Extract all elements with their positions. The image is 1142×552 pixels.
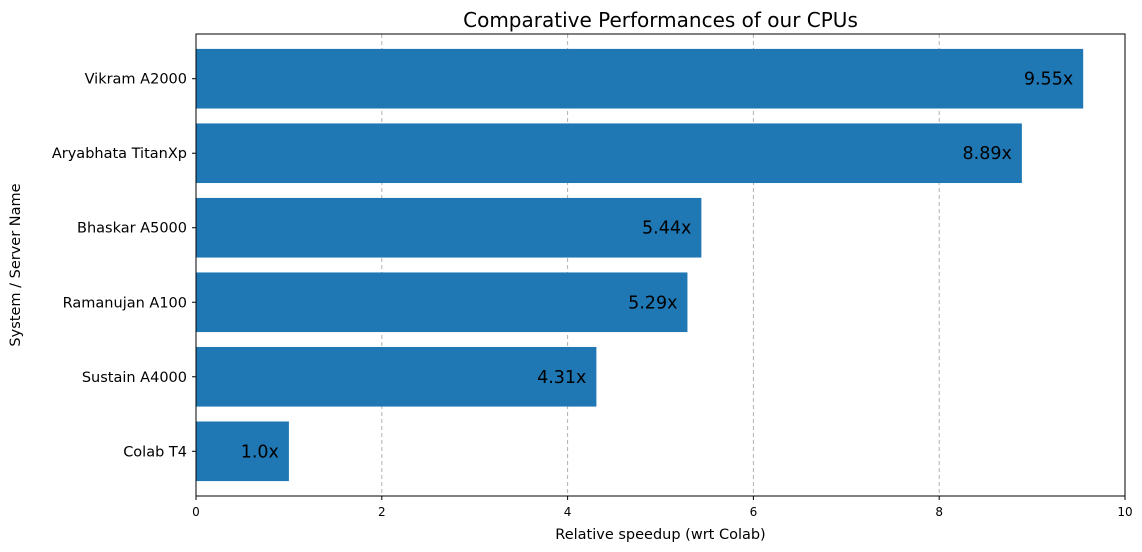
x-tick-label: 6 [750, 505, 758, 519]
y-axis-label: System / Server Name [8, 183, 24, 346]
x-axis-label: Relative speedup (wrt Colab) [555, 527, 765, 543]
data-label: 5.44x [642, 219, 691, 239]
data-label: 9.55x [1024, 70, 1073, 90]
y-tick-label: Aryabhata TitanXp [52, 146, 187, 162]
x-tick-label: 0 [192, 505, 200, 519]
y-tick-label: Sustain A4000 [82, 370, 187, 386]
data-label: 5.29x [628, 293, 677, 313]
data-label: 8.89x [963, 144, 1012, 164]
chart-title: Comparative Performances of our CPUs [463, 8, 858, 32]
x-tick-label: 10 [1117, 505, 1132, 519]
bar [196, 346, 597, 407]
y-tick-label: Colab T4 [123, 444, 187, 460]
data-label: 1.0x [241, 442, 279, 462]
x-tick-label: 2 [378, 505, 386, 519]
bars [196, 48, 1084, 482]
bar [196, 272, 688, 333]
y-tick-label: Bhaskar A5000 [77, 221, 187, 237]
y-axis-ticks: Colab T4 Sustain A4000 Ramanujan A100 Bhask… [52, 72, 196, 460]
data-label: 4.31x [537, 368, 586, 388]
y-tick-label: Ramanujan A100 [63, 295, 187, 311]
x-tick-label: 4 [564, 505, 572, 519]
x-tick-label: 8 [935, 505, 943, 519]
plot-frame [195, 33, 1126, 497]
data-labels: 1.0x 4.31x 5.29x 5.44x 8.89x 9.55x [241, 70, 1073, 463]
bar [196, 123, 1022, 184]
x-axis-ticks: 0 2 4 6 8 10 [192, 496, 1133, 519]
bar [196, 197, 702, 258]
grid-lines [381, 34, 940, 496]
y-tick-label: Vikram A2000 [85, 72, 187, 88]
bar [196, 421, 289, 482]
bar [196, 48, 1084, 109]
